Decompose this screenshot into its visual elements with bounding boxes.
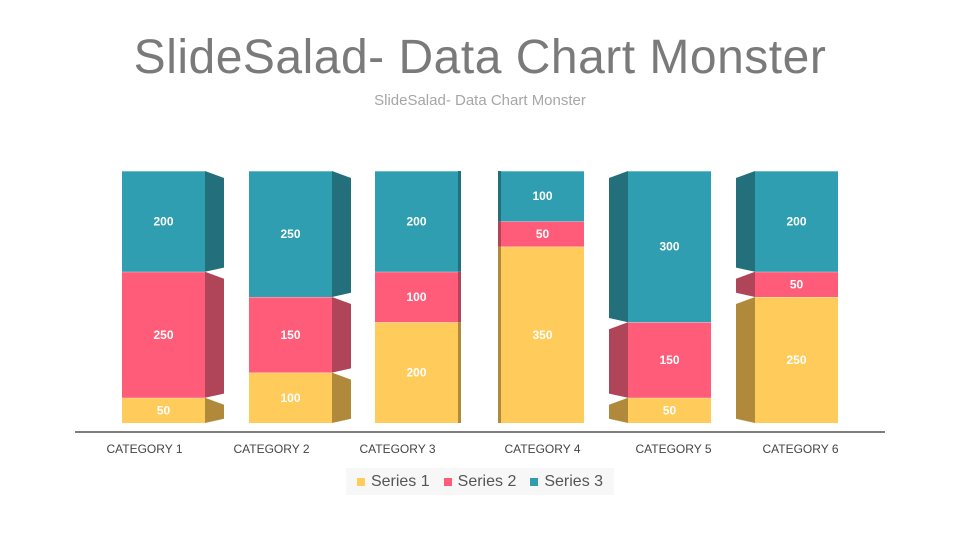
data-label-4-1: 350 — [532, 328, 552, 342]
bar-side-4-2 — [498, 221, 501, 247]
data-label-6-1: 250 — [786, 353, 806, 367]
bar-segment-2-1 — [249, 372, 332, 423]
bar-segment-4-1 — [501, 246, 584, 423]
data-label-4-3: 100 — [532, 189, 552, 203]
bar-segment-3-1 — [375, 322, 458, 423]
bar-segment-4-3 — [501, 171, 584, 222]
data-label-2-1: 100 — [280, 391, 300, 405]
data-label-1-3: 200 — [153, 214, 173, 228]
bar-segment-5-2 — [628, 322, 711, 398]
bar-segment-3-3 — [375, 171, 458, 272]
legend-swatch-series-1 — [356, 477, 365, 486]
bar-segment-3-2 — [375, 271, 458, 323]
bar-segment-1-3 — [122, 171, 205, 272]
legend-label-series-1: Series 1 — [370, 472, 430, 490]
bar-segment-6-2 — [755, 271, 838, 297]
bar-segment-1-1 — [122, 397, 205, 423]
legend-swatch-series-3 — [530, 477, 539, 486]
bar-segment-5-1 — [628, 397, 711, 423]
chart-subtitle: SlideSalad- Data Chart Monster — [374, 92, 586, 109]
x-tick-label-2: CATEGORY 2 — [233, 442, 309, 456]
x-tick-label-3: CATEGORY 3 — [359, 442, 435, 456]
data-label-1-1: 50 — [157, 403, 171, 417]
legend-label-series-3: Series 3 — [544, 472, 604, 490]
bar-side-6-1 — [736, 297, 755, 423]
data-label-5-2: 150 — [659, 353, 679, 367]
bar-segment-6-3 — [755, 171, 838, 272]
chart-title: SlideSalad- Data Chart Monster — [133, 31, 827, 84]
legend-swatch-series-2 — [443, 477, 452, 486]
bar-side-3-2 — [458, 271, 461, 323]
x-tick-label-4: CATEGORY 4 — [504, 442, 580, 456]
data-label-5-3: 300 — [659, 240, 679, 254]
bar-segment-2-3 — [249, 171, 332, 297]
bar-side-1-3 — [205, 171, 224, 272]
bar-side-1-2 — [205, 271, 224, 398]
bar-side-4-3 — [498, 171, 501, 222]
bar-side-4-1 — [498, 246, 501, 423]
data-label-5-1: 50 — [663, 403, 677, 417]
bar-segment-6-1 — [755, 297, 838, 423]
data-label-6-2: 50 — [790, 277, 804, 291]
bar-segment-1-2 — [122, 271, 205, 398]
data-label-3-3: 200 — [406, 214, 426, 228]
data-label-2-2: 150 — [280, 328, 300, 342]
x-tick-label-1: CATEGORY 1 — [106, 442, 182, 456]
legend-item-series-1: Series 1 — [356, 472, 430, 491]
bar-segment-2-2 — [249, 297, 332, 373]
bar-side-1-1 — [205, 397, 224, 423]
bar-side-2-3 — [332, 171, 351, 297]
legend-label-series-2: Series 2 — [457, 472, 517, 490]
bar-side-3-3 — [458, 171, 461, 272]
bar-side-5-1 — [609, 397, 628, 423]
legend-item-series-3: Series 3 — [530, 473, 603, 491]
x-tick-label-6: CATEGORY 6 — [762, 442, 838, 456]
data-label-4-2: 50 — [536, 227, 550, 241]
bar-side-3-1 — [458, 322, 461, 423]
chart-legend: Series 1 Series 2 Series 3 — [346, 468, 614, 495]
bar-side-6-2 — [736, 271, 755, 297]
data-label-2-3: 250 — [280, 227, 300, 241]
bar-side-2-1 — [332, 372, 351, 423]
data-label-6-3: 200 — [786, 214, 806, 228]
data-label-3-1: 200 — [406, 366, 426, 380]
legend-item-series-2: Series 2 — [443, 472, 517, 491]
bar-side-2-2 — [332, 297, 351, 373]
data-label-1-2: 250 — [153, 328, 173, 342]
bar-segment-4-2 — [501, 221, 584, 247]
bar-side-6-3 — [736, 171, 755, 272]
bar-side-5-3 — [609, 171, 628, 323]
x-tick-label-5: CATEGORY 5 — [635, 442, 711, 456]
bar-side-5-2 — [609, 322, 628, 398]
data-label-3-2: 100 — [406, 290, 426, 304]
bar-segment-5-3 — [628, 171, 711, 323]
